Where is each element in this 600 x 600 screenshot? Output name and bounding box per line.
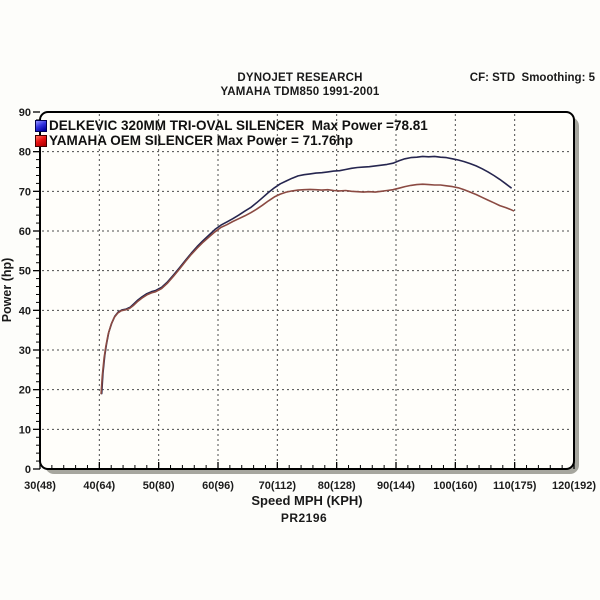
y-tick-label: 30 [19,345,31,357]
delkevic-series-swatch-icon [35,119,47,132]
delkevic-curve [100,155,512,395]
y-tick-label: 10 [19,424,31,436]
x-tick-label: 30(48) [24,480,56,492]
oem-series-swatch-icon [35,134,47,147]
x-tick-label: 50(80) [143,480,175,492]
x-tick-label: 70(112) [259,480,297,492]
y-tick-label: 0 [25,464,31,476]
x-axis-title: Speed MPH (KPH) [251,493,363,508]
y-tick-label: 40 [19,305,31,317]
chart-header: DYNOJET RESEARCH YAMAHA TDM850 1991-2001 [90,71,510,99]
y-tick-label: 70 [19,186,31,198]
y-tick-label: 20 [19,385,31,397]
x-tick-label: 90(144) [377,480,415,492]
plot-border [39,111,575,470]
legend: DELKEVIC 320MM TRI-OVAL SILENCER Max Pow… [35,118,428,148]
x-tick-label: 40(64) [83,480,115,492]
y-tick-label: 60 [19,226,31,238]
legend-item-delkevic: DELKEVIC 320MM TRI-OVAL SILENCER Max Pow… [35,118,428,133]
delkevic-series-label: DELKEVIC 320MM TRI-OVAL SILENCER Max Pow… [49,118,428,133]
oem-series-label: YAMAHA OEM SILENCER Max Power = 71.76hp [49,133,353,148]
correction-smoothing-readout: CF: STD Smoothing: 5 [469,72,595,84]
y-axis-title: Power (hp) [0,257,14,323]
legend-item-oem: YAMAHA OEM SILENCER Max Power = 71.76hp [35,133,428,148]
chart-subtitle: YAMAHA TDM850 1991-2001 [220,86,380,98]
y-tick-label: 50 [19,266,31,278]
y-tick-label: 80 [19,147,31,159]
x-tick-label: 100(160) [433,480,477,492]
oem-curve [100,183,515,395]
x-tick-label: 120(192) [552,480,596,492]
chart-title: DYNOJET RESEARCH [237,72,363,84]
x-tick-label: 60(96) [202,480,234,492]
chart-reference-code: PR2196 [280,511,328,525]
x-tick-label: 80(128) [318,480,356,492]
y-tick-label: 90 [19,107,31,119]
x-tick-label: 110(175) [493,480,537,492]
